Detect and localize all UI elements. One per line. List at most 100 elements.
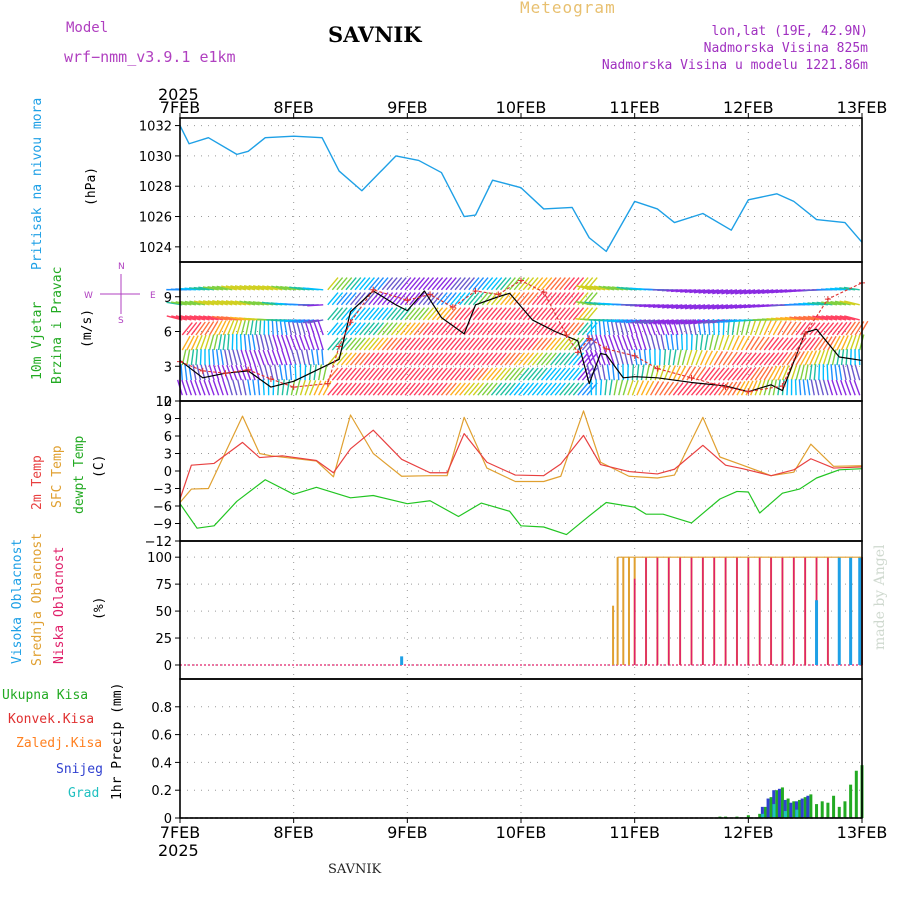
wind-barb <box>413 367 425 381</box>
wind-barb <box>677 349 682 366</box>
wind-barb <box>568 322 580 336</box>
wind-barb <box>721 304 738 310</box>
wind-barb <box>486 337 498 351</box>
wind-barb <box>740 380 750 396</box>
wind-barb <box>559 322 571 336</box>
graupel-bar <box>783 811 787 818</box>
xtick-label-bottom: 7FEB <box>160 823 200 842</box>
wind-barb <box>280 334 288 351</box>
wind-barb <box>184 315 201 321</box>
wind-barb <box>772 320 782 336</box>
wind-barb <box>225 300 242 306</box>
wind-barb <box>522 337 535 351</box>
wind-barb <box>577 322 589 336</box>
wind-barb <box>472 277 485 291</box>
wind-barb <box>399 337 412 351</box>
wind-barb <box>216 315 233 321</box>
wind-barb <box>586 352 598 366</box>
wind-barb <box>550 352 562 366</box>
wind-barb <box>595 334 602 351</box>
wind-barb <box>258 349 265 366</box>
wind-barb <box>422 367 435 381</box>
wind-barb <box>672 349 677 366</box>
wind-barb <box>222 334 226 351</box>
wind-barb <box>591 334 597 351</box>
wind-barb <box>734 289 751 295</box>
snow-bar <box>806 795 810 818</box>
wind-barb <box>213 334 219 351</box>
wind-barb <box>739 289 756 295</box>
wind-barb <box>490 322 503 336</box>
wind-barb <box>563 292 576 306</box>
wind-barb <box>304 364 307 381</box>
wind-barb <box>554 307 566 321</box>
wind-barb <box>349 277 362 291</box>
wind-barb <box>427 337 439 351</box>
wind-barb <box>363 367 375 381</box>
wind-barb <box>232 349 238 366</box>
wind-barb <box>316 349 320 366</box>
wind-barb <box>550 292 562 306</box>
wind-barb <box>585 349 593 366</box>
wind-barb <box>575 285 592 291</box>
wind-ytick-label: 9 <box>164 291 172 306</box>
wind-barb <box>349 337 362 351</box>
wind-barb <box>731 367 744 381</box>
wind-barb <box>248 284 265 291</box>
wind-barb <box>840 335 849 351</box>
wind-barb <box>513 277 526 291</box>
wind-speed-line <box>179 290 863 393</box>
wind-barb <box>207 300 224 306</box>
wind-barb <box>192 364 197 381</box>
wind-barb <box>244 349 252 366</box>
wind-barb <box>846 364 852 381</box>
wind-barb <box>806 379 811 396</box>
wind-barb <box>577 382 589 396</box>
wind-barb <box>277 379 280 396</box>
legend-freezing-rain: Zaledj.Kisa <box>16 736 103 751</box>
wind-ytick-label: 6 <box>164 326 172 341</box>
gust-marker <box>427 291 434 298</box>
wind-barb <box>731 335 740 351</box>
wind-barb <box>207 315 224 321</box>
wind-barb <box>610 319 615 336</box>
wind-barb <box>727 335 735 351</box>
wind-barb <box>677 382 689 396</box>
wind-barb <box>598 318 602 336</box>
pressure-ytick-label: 1028 <box>139 180 172 195</box>
wind-barb <box>836 335 845 351</box>
wind-barb <box>349 367 362 381</box>
wind-barb <box>577 277 589 291</box>
wind-barb <box>690 349 698 366</box>
wind-barb <box>486 367 498 381</box>
wind-barb <box>563 307 576 321</box>
wind-barb <box>749 380 758 396</box>
wind-barb <box>798 379 802 396</box>
wind-barb <box>621 334 629 351</box>
wind-barb <box>591 364 597 381</box>
wind-barb <box>208 349 211 366</box>
wind-barb <box>422 337 435 351</box>
wind-barb <box>381 337 394 351</box>
cloud-ytick-label: 25 <box>155 632 172 647</box>
wind-barb <box>340 337 353 351</box>
wind-barb <box>500 352 512 366</box>
wind-barb <box>608 349 615 366</box>
wind-barb <box>827 335 837 351</box>
wind-barb <box>527 337 539 351</box>
wind-barb <box>477 277 489 291</box>
wind-barb <box>709 334 714 351</box>
gust-marker <box>631 352 638 359</box>
wind-barb <box>509 352 521 366</box>
wind-barb <box>278 364 283 381</box>
wind-barb <box>198 315 215 321</box>
wind-barb <box>404 382 416 396</box>
wind-barb <box>725 304 742 310</box>
wind-barb <box>427 352 439 366</box>
wind-barb <box>239 285 256 291</box>
wind-barb <box>766 289 783 294</box>
wind-barb <box>550 337 562 351</box>
total-precip-bar <box>792 801 796 818</box>
wind-barb <box>305 349 311 366</box>
wind-barb <box>427 382 439 396</box>
